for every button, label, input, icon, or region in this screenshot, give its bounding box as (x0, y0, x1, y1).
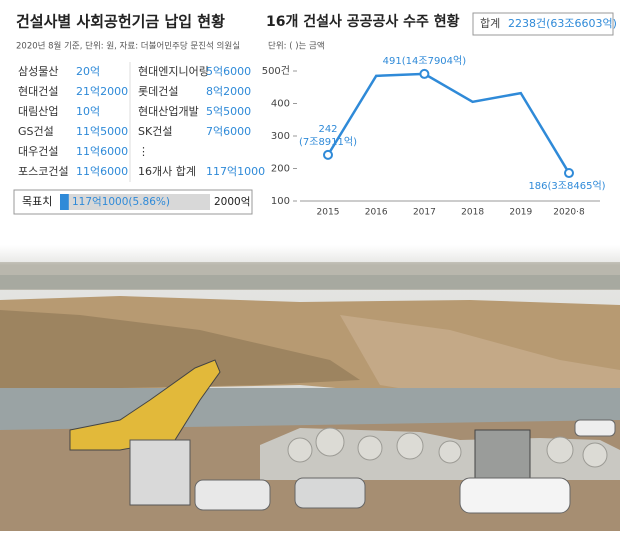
panel-title: 건설사별 사회공헌기금 납입 현황 (16, 13, 225, 31)
amount-text: (14조7904억) (402, 55, 466, 67)
value-label: 186(3조8465억) (528, 180, 605, 192)
amount: 11억6000 (76, 165, 128, 178)
company: GS건설 (18, 125, 54, 138)
value-label: 491(14조7904억) (383, 55, 467, 67)
total-box (472, 12, 614, 36)
amount: 5억6000 (206, 65, 251, 78)
progress-label: 목표치 (22, 195, 52, 208)
panel-subtitle: 2020년 8월 기준, 단위: 원, 자료: 더불어민주당 문진석 의원실 (16, 41, 240, 52)
amount: 117억1000 (206, 165, 265, 178)
x-tick-label: 2017 (413, 208, 436, 218)
amount: 8억2000 (206, 85, 251, 98)
progress-fill (60, 194, 69, 210)
value-label: 242 (318, 124, 337, 135)
company: 롯데건설 (138, 85, 178, 98)
amount: 10억 (76, 105, 100, 118)
value-text: 491 (383, 56, 402, 67)
company: 현대산업개발 (138, 105, 199, 118)
amount: 21억2000 (76, 85, 128, 98)
progress-track (60, 194, 210, 210)
y-tick-label: 400 (271, 99, 290, 110)
company: ⋮ (138, 145, 149, 158)
progress-max: 2000억 (214, 196, 250, 208)
company: 대우건설 (18, 145, 58, 158)
point (323, 149, 333, 160)
amount: 20억 (76, 65, 100, 78)
company: SK건설 (138, 125, 172, 138)
company: 현대엔지니어링 (138, 65, 209, 78)
point (564, 168, 574, 179)
point (419, 68, 430, 79)
x-tick-label: 2016 (365, 208, 388, 218)
amount-label: (7조8911억) (299, 136, 357, 148)
company: 대림산업 (18, 105, 58, 118)
x-tick-label: 2019 (509, 208, 532, 218)
x-tick-label: 2018 (461, 208, 484, 218)
company: 현대건설 (18, 85, 58, 98)
company: 16개사 합계 (138, 165, 196, 178)
amount-text: (3조8465억) (548, 180, 606, 192)
company: 삼성물산 (18, 65, 58, 78)
photo (0, 235, 620, 531)
y-tick-label: 300 (271, 131, 290, 142)
progress-value: 117억1000(5.86%) (72, 196, 170, 208)
amount: 7억6000 (206, 125, 251, 138)
x-tick-label: 2020·8 (553, 208, 585, 218)
amount: 11억5000 (76, 125, 128, 138)
y-tick-label: 100 (271, 196, 290, 207)
unit-note: 단위: ( )는 금액 (268, 41, 325, 52)
y-tick-label: 500건 (262, 65, 290, 77)
total-value: 2238건(63조6603억) (508, 17, 617, 30)
value-text: 186 (528, 181, 547, 192)
total-label: 합계 (480, 17, 500, 30)
data-line (326, 72, 571, 174)
chart-title: 16개 건설사 공공공사 수주 현황 (266, 13, 460, 30)
amount: 5억5000 (206, 105, 251, 118)
y-tick-label: 200 (271, 164, 290, 175)
x-tick-label: 2015 (317, 208, 340, 218)
company: 포스코건설 (18, 165, 69, 178)
amount: 11억6000 (76, 145, 128, 158)
